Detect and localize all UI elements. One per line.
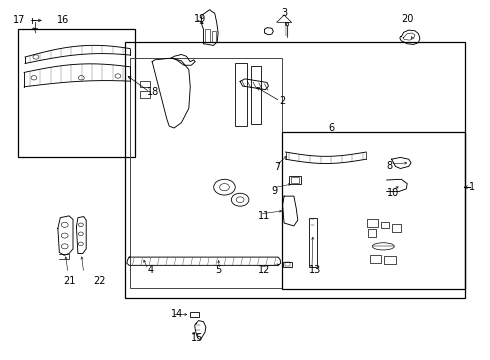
Text: 17: 17 (13, 15, 25, 26)
Text: 19: 19 (194, 14, 206, 24)
Bar (368, 229, 376, 237)
Bar (392, 224, 401, 232)
Text: 11: 11 (258, 211, 270, 221)
Text: 8: 8 (387, 161, 393, 171)
Text: 1: 1 (469, 182, 475, 192)
Bar (130, 58, 282, 288)
Text: 5: 5 (216, 265, 222, 275)
Text: 2: 2 (279, 96, 286, 106)
Bar (369, 255, 381, 263)
Text: 6: 6 (328, 123, 334, 133)
Bar (289, 176, 301, 184)
Text: 15: 15 (191, 333, 204, 343)
Bar (190, 312, 198, 317)
Text: 14: 14 (171, 310, 183, 319)
Bar (140, 81, 150, 87)
Bar (367, 220, 378, 226)
Text: 18: 18 (147, 87, 160, 97)
Text: 20: 20 (401, 14, 414, 24)
Text: 9: 9 (272, 186, 278, 196)
Text: 21: 21 (63, 276, 75, 286)
Text: 16: 16 (57, 15, 69, 26)
Text: 10: 10 (387, 188, 399, 198)
Text: 3: 3 (282, 8, 288, 18)
Bar (309, 218, 318, 267)
Bar (291, 177, 299, 183)
Text: 22: 22 (94, 276, 106, 286)
Text: 7: 7 (274, 162, 281, 172)
Bar (283, 262, 293, 267)
Bar (125, 42, 465, 298)
Text: 12: 12 (258, 265, 270, 275)
Bar (140, 91, 150, 98)
Text: 4: 4 (147, 265, 153, 275)
Bar (18, 30, 135, 157)
Bar (235, 63, 247, 126)
Text: 13: 13 (309, 265, 321, 275)
Bar (282, 132, 465, 289)
Bar (381, 222, 389, 228)
Bar (384, 256, 396, 264)
Bar (251, 66, 261, 125)
